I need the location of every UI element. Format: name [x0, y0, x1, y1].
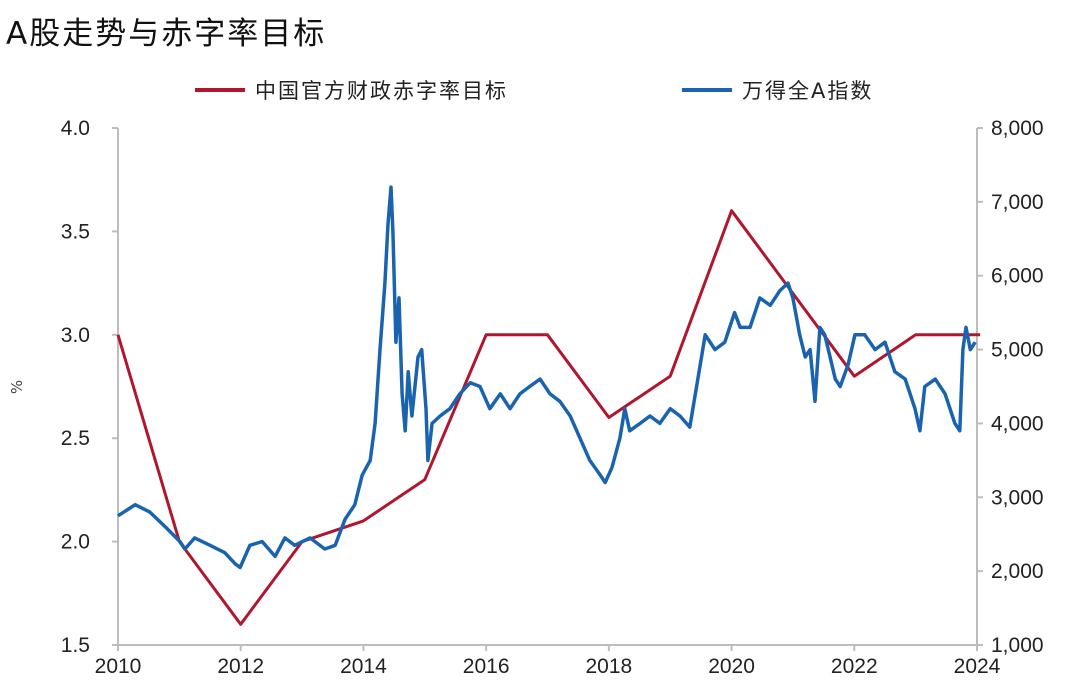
legend-label: 中国官方财政赤字率目标: [255, 79, 508, 103]
y-right-tick-label: 4,000: [991, 412, 1044, 435]
y-right-tick-label: 2,000: [991, 560, 1044, 583]
x-tick-label: 2010: [95, 655, 142, 678]
chart-title: A股走势与赤字率目标: [6, 16, 327, 52]
x-tick-label: 2022: [831, 655, 878, 678]
wind-all-a-index-line: [117, 185, 977, 570]
legend: 中国官方财政赤字率目标 万得全A指数: [195, 79, 873, 103]
y-left-axis-label: %: [8, 380, 26, 394]
y-left-tick-label: 2.0: [61, 531, 90, 554]
x-tick-label: 2012: [217, 655, 264, 678]
y-right-tick-label: 1,000: [991, 634, 1044, 657]
x-tick-label: 2014: [340, 655, 387, 678]
x-tick-label: 2016: [463, 655, 510, 678]
x-tick-label: 2020: [708, 655, 755, 678]
y-right-tick-label: 5,000: [991, 339, 1044, 362]
axes: 2010 2012 2014 2016 2018 2020 2022 2024 4.0 3.5 3.…: [8, 117, 1044, 678]
y-right-tick-label: 6,000: [991, 265, 1044, 288]
x-tick-label: 2024: [954, 655, 1001, 678]
y-left-tick-label: 2.5: [61, 427, 90, 450]
y-right-tick-label: 3,000: [991, 486, 1044, 509]
series-lines: [116, 185, 981, 626]
y-right-tick-label: 8,000: [991, 117, 1044, 140]
deficit-target-line: [116, 209, 981, 626]
y-right-tick-label: 7,000: [991, 191, 1044, 214]
y-left-tick-label: 1.5: [61, 634, 90, 657]
y-left-tick-label: 3.5: [61, 220, 90, 243]
y-left-tick-label: 3.0: [61, 324, 90, 347]
y-left-tick-label: 4.0: [61, 117, 90, 140]
legend-label: 万得全A指数: [742, 79, 873, 103]
x-tick-label: 2018: [585, 655, 632, 678]
